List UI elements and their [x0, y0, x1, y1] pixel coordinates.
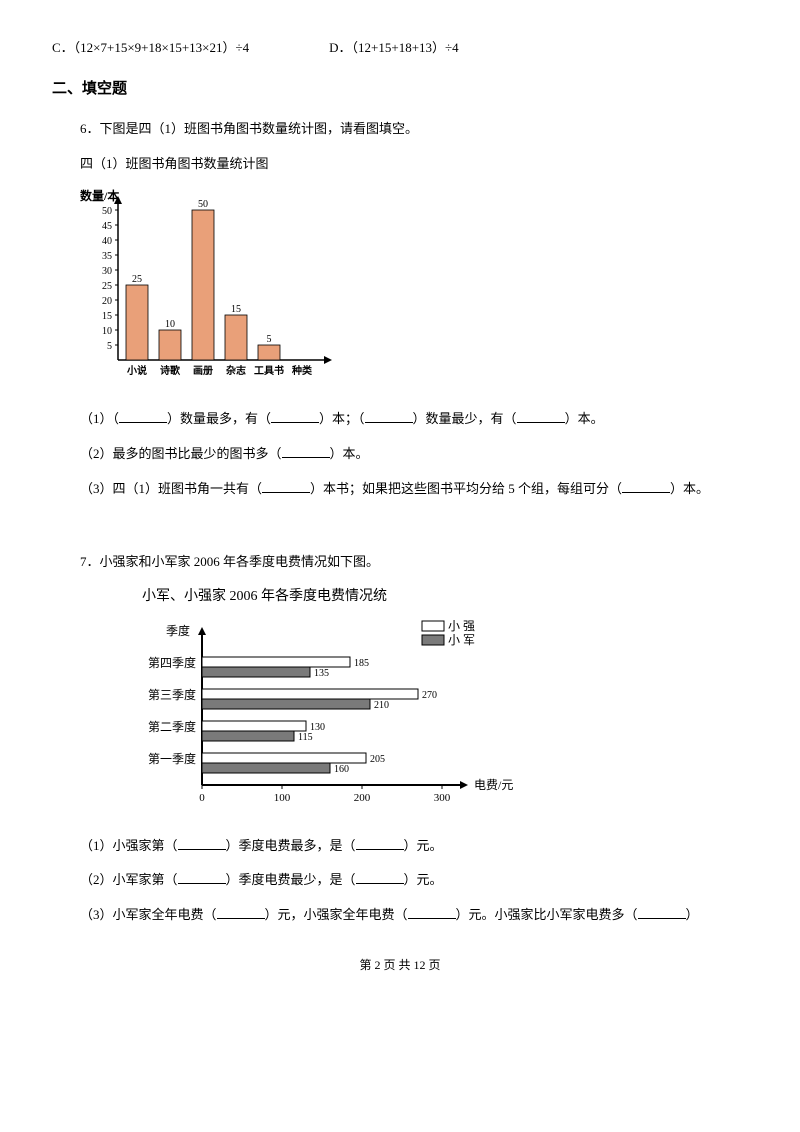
- svg-text:30: 30: [102, 266, 112, 277]
- q7-sub1: （1）小强家第（ ）季度电费最多，是（ ）元。: [80, 836, 748, 857]
- svg-text:第三季度: 第三季度: [148, 687, 196, 702]
- svg-text:画册: 画册: [193, 365, 213, 377]
- svg-text:季度: 季度: [166, 623, 190, 638]
- t: ）元，小强家全年电费（: [265, 907, 408, 922]
- t: ）本。: [565, 411, 604, 426]
- svg-text:205: 205: [370, 754, 385, 765]
- svg-text:诗歌: 诗歌: [160, 364, 181, 377]
- svg-text:杂志: 杂志: [226, 364, 246, 377]
- svg-text:25: 25: [102, 281, 112, 292]
- svg-text:135: 135: [314, 668, 329, 679]
- svg-text:第一季度: 第一季度: [148, 751, 196, 766]
- svg-text:40: 40: [102, 236, 112, 247]
- svg-text:第二季度: 第二季度: [148, 719, 196, 734]
- blank[interactable]: [365, 409, 413, 423]
- svg-text:小 军: 小 军: [448, 633, 475, 647]
- svg-text:210: 210: [374, 700, 389, 711]
- svg-text:200: 200: [354, 792, 371, 804]
- t: ）数量最多，有（: [167, 411, 271, 426]
- svg-text:50: 50: [198, 199, 208, 210]
- q6-chart: 数量/本 5 10 15 20 25 30 35 40 45 50 25 10 50 15 5 小说诗歌画册 杂志…: [80, 188, 748, 395]
- blank[interactable]: [517, 409, 565, 423]
- blank[interactable]: [356, 870, 404, 884]
- blank[interactable]: [271, 409, 319, 423]
- blank[interactable]: [178, 836, 226, 850]
- svg-text:185: 185: [354, 658, 369, 669]
- blank[interactable]: [217, 905, 265, 919]
- svg-text:160: 160: [334, 764, 349, 775]
- t: ）数量最少，有（: [413, 411, 517, 426]
- q6-sub1: （1）（ ）数量最多，有（ ）本；（ ）数量最少，有（ ）本。: [80, 409, 748, 430]
- t: （3）小军家全年电费（: [80, 907, 217, 922]
- q6-bar-chart: 数量/本 5 10 15 20 25 30 35 40 45 50 25 10 50 15 5 小说诗歌画册 杂志…: [80, 188, 340, 388]
- t: （2）小军家第（: [80, 872, 178, 887]
- svg-text:35: 35: [102, 251, 112, 262]
- q7-stem: 7．小强家和小军家 2006 年各季度电费情况如下图。: [80, 552, 748, 573]
- blank[interactable]: [282, 444, 330, 458]
- blank[interactable]: [356, 836, 404, 850]
- t: ）元。小强家比小军家电费多（: [456, 907, 638, 922]
- svg-text:10: 10: [165, 319, 175, 330]
- t: ）本。: [330, 446, 369, 461]
- svg-text:第四季度: 第四季度: [148, 655, 196, 670]
- svg-text:15: 15: [231, 304, 241, 315]
- q7-sub2: （2）小军家第（ ）季度电费最少，是（ ）元。: [80, 870, 748, 891]
- svg-text:10: 10: [102, 326, 112, 337]
- t: ）元。: [404, 838, 443, 853]
- t: ）本；（: [319, 411, 365, 426]
- option-d: D．（12+15+18+13）÷4: [329, 38, 459, 59]
- t: （1）（: [80, 411, 119, 426]
- t: ）元。: [404, 872, 443, 887]
- svg-text:工具书: 工具书: [254, 364, 284, 377]
- svg-text:300: 300: [434, 792, 451, 804]
- q7-chart-title: 小军、小强家 2006 年各季度电费情况统: [142, 586, 748, 608]
- q7-chart: 小军、小强家 2006 年各季度电费情况统 小 强小 军 季度 0 100 200 300…: [122, 586, 748, 821]
- blank[interactable]: [262, 479, 310, 493]
- blank[interactable]: [622, 479, 670, 493]
- t: （2）最多的图书比最少的图书多（: [80, 446, 282, 461]
- section-title: 二、填空题: [52, 77, 748, 101]
- t: ）本书；如果把这些图书平均分给 5 个组，每组可分（: [310, 481, 622, 496]
- svg-text:5: 5: [267, 334, 272, 345]
- page-footer: 第 2 页 共 12 页: [52, 956, 748, 975]
- svg-text:15: 15: [102, 311, 112, 322]
- svg-text:115: 115: [298, 732, 313, 743]
- svg-text:5: 5: [107, 341, 112, 352]
- t: ）季度电费最少，是（: [226, 872, 356, 887]
- blank[interactable]: [119, 409, 167, 423]
- svg-text:270: 270: [422, 690, 437, 701]
- option-c: C．（12×7+15×9+18×15+13×21）÷4: [52, 38, 249, 59]
- q6-sub3: （3）四（1）班图书角一共有（ ）本书；如果把这些图书平均分给 5 个组，每组可分…: [80, 479, 748, 500]
- svg-text:20: 20: [102, 296, 112, 307]
- svg-text:0: 0: [199, 792, 205, 804]
- q6-stem: 6．下图是四（1）班图书角图书数量统计图，请看图填空。: [80, 119, 748, 140]
- svg-text:25: 25: [132, 274, 142, 285]
- t: ）季度电费最多，是（: [226, 838, 356, 853]
- svg-text:50: 50: [102, 206, 112, 217]
- svg-text:45: 45: [102, 221, 112, 232]
- q6-sub2: （2）最多的图书比最少的图书多（ ）本。: [80, 444, 748, 465]
- svg-text:小 强: 小 强: [448, 619, 475, 633]
- svg-text:100: 100: [274, 792, 291, 804]
- blank[interactable]: [408, 905, 456, 919]
- q7-sub3: （3）小军家全年电费（ ）元，小强家全年电费（ ）元。小强家比小军家电费多（ ）: [80, 905, 748, 926]
- blank[interactable]: [178, 870, 226, 884]
- svg-text:小说: 小说: [126, 364, 147, 377]
- t: （3）四（1）班图书角一共有（: [80, 481, 262, 496]
- q7-bar-chart: 小 强小 军 季度 0 100 200 300 电费/元 第四季度 185 135 第三季度 270 2…: [122, 615, 522, 815]
- t: ）本。: [670, 481, 709, 496]
- svg-text:电费/元: 电费/元: [474, 778, 513, 792]
- svg-text:种类: 种类: [291, 364, 312, 377]
- blank[interactable]: [638, 905, 686, 919]
- options-row: C．（12×7+15×9+18×15+13×21）÷4 D．（12+15+18+…: [52, 38, 748, 59]
- q6-chart-title: 四（1）班图书角图书数量统计图: [80, 154, 748, 175]
- t: ）: [686, 907, 699, 922]
- svg-text:数量/本: 数量/本: [80, 188, 119, 203]
- t: （1）小强家第（: [80, 838, 178, 853]
